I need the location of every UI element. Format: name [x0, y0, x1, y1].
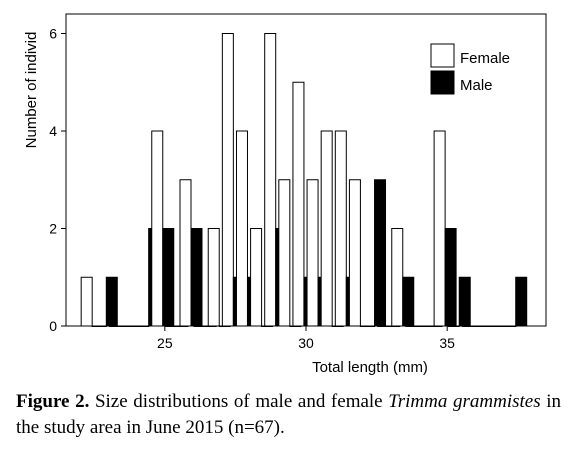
bar-female	[123, 325, 136, 327]
bar-female	[278, 179, 291, 327]
caption-text-before: Size distributions of male and female	[89, 391, 389, 412]
bar-female	[80, 276, 93, 327]
x-axis-ticks: 25 30 35	[157, 326, 455, 351]
bars-group	[80, 33, 528, 327]
bar-female	[447, 325, 460, 327]
bar-male	[458, 276, 471, 327]
y-axis-ticks: 0 2 4 6	[49, 26, 66, 334]
bar-female	[137, 325, 150, 327]
bar-female	[264, 33, 277, 327]
bar-male	[162, 228, 175, 327]
bar-female	[363, 325, 376, 327]
bar-male	[190, 228, 203, 327]
bar-female	[193, 325, 206, 327]
bar-male	[444, 228, 457, 327]
y-tick-label: 2	[49, 221, 57, 237]
x-tick-label: 30	[298, 335, 314, 351]
bar-male	[105, 276, 118, 327]
figure-caption: Figure 2. Size distributions of male and…	[16, 389, 561, 441]
bar-female	[419, 325, 432, 327]
y-tick-label: 6	[49, 26, 57, 42]
y-tick-label: 0	[49, 318, 57, 334]
x-tick-label: 35	[439, 335, 455, 351]
bar-female	[504, 325, 517, 327]
bar-female	[433, 130, 446, 327]
legend: Female Male	[430, 43, 510, 95]
bar-female	[306, 179, 319, 327]
bar-female	[334, 130, 347, 327]
caption-text-after: in the study area in June 2015 (n=67).	[16, 391, 562, 438]
bar-female	[490, 325, 503, 327]
legend-male-label: Male	[460, 77, 493, 94]
bar-female	[292, 81, 305, 327]
bar-female	[207, 228, 220, 327]
bar-female	[94, 325, 107, 327]
x-axis-label: Total length (mm)	[312, 359, 428, 376]
histogram-chart: 25 30 35 0 2 4 6 Total length (mm) Number of …	[23, 13, 547, 376]
bar-female	[348, 179, 361, 327]
bar-female	[235, 130, 248, 327]
bar-female	[475, 325, 488, 327]
x-tick-label: 25	[157, 335, 173, 351]
bar-female	[320, 130, 333, 327]
bar-female	[391, 228, 404, 327]
y-tick-label: 4	[49, 123, 57, 139]
bar-female	[221, 33, 234, 327]
bar-female	[377, 325, 390, 327]
bar-male	[374, 179, 387, 327]
caption-label: Figure 2.	[16, 391, 90, 412]
legend-female-swatch	[430, 43, 455, 68]
bar-female	[151, 130, 164, 327]
bar-female	[405, 325, 418, 327]
caption-species: Trimma grammistes	[388, 391, 541, 412]
bar-female	[179, 179, 192, 327]
legend-female-label: Female	[460, 50, 510, 67]
bar-male	[515, 276, 528, 327]
bar-male	[402, 276, 415, 327]
y-axis-label: Number of individ	[23, 32, 40, 149]
bar-female	[165, 325, 178, 327]
bar-female	[108, 325, 121, 327]
legend-male-swatch	[430, 70, 455, 95]
bar-female	[250, 228, 263, 327]
bar-female	[461, 325, 474, 327]
